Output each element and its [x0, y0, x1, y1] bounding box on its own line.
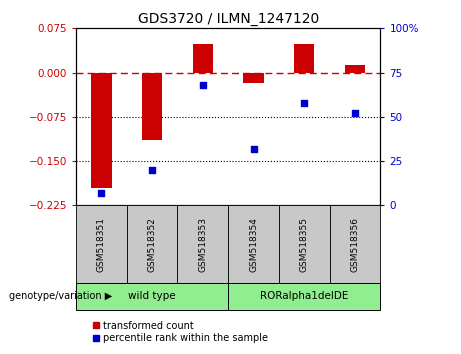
Point	[148, 167, 156, 173]
Text: GSM518356: GSM518356	[350, 217, 360, 272]
Text: wild type: wild type	[128, 291, 176, 302]
Point	[199, 82, 207, 88]
Bar	[193, 44, 213, 73]
Text: genotype/variation ▶: genotype/variation ▶	[9, 291, 112, 302]
Point	[250, 146, 257, 152]
Text: RORalpha1delDE: RORalpha1delDE	[260, 291, 349, 302]
Bar	[91, 73, 112, 188]
Text: GSM518352: GSM518352	[148, 217, 157, 272]
Text: GSM518351: GSM518351	[97, 217, 106, 272]
Text: GSM518354: GSM518354	[249, 217, 258, 272]
Bar	[243, 73, 264, 83]
Title: GDS3720 / ILMN_1247120: GDS3720 / ILMN_1247120	[137, 12, 319, 26]
Text: GSM518353: GSM518353	[198, 217, 207, 272]
Text: GSM518355: GSM518355	[300, 217, 309, 272]
Bar	[142, 73, 162, 141]
Point	[301, 100, 308, 105]
Bar	[294, 44, 314, 73]
Legend: transformed count, percentile rank within the sample: transformed count, percentile rank withi…	[88, 317, 272, 347]
Point	[351, 110, 359, 116]
Point	[98, 190, 105, 196]
Bar	[345, 65, 365, 73]
